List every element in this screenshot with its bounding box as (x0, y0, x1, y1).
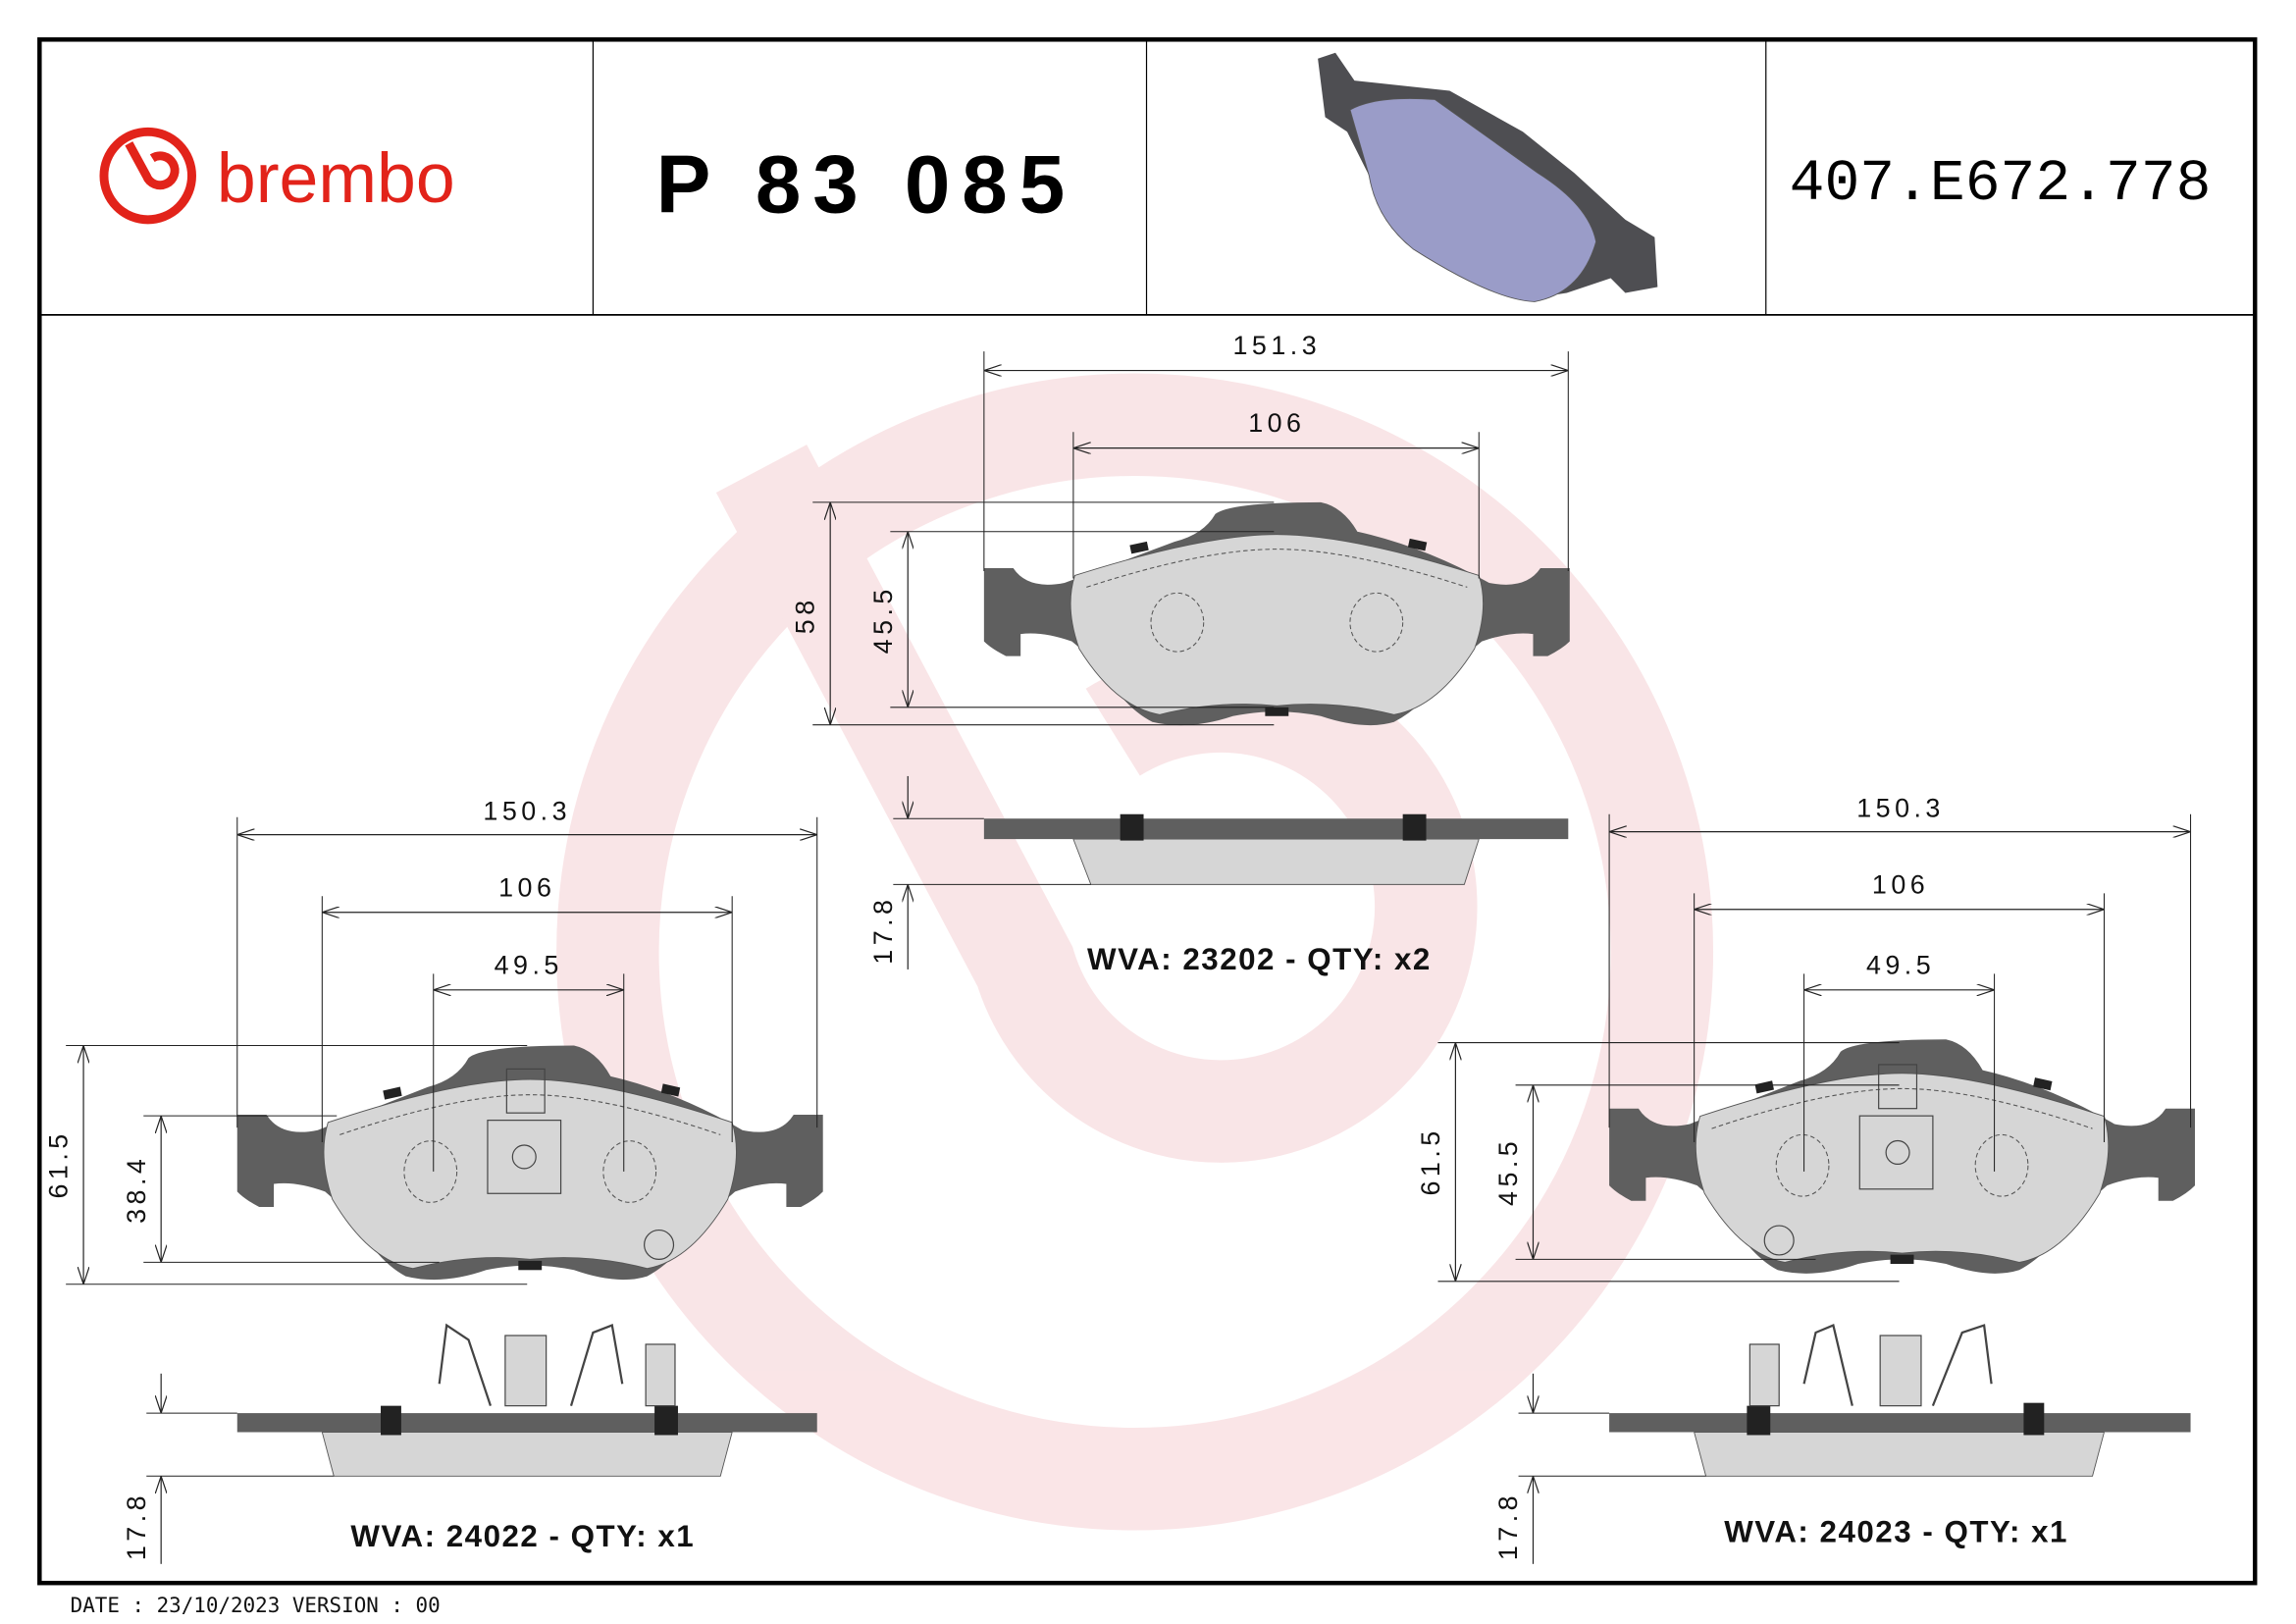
dim-width-center: 49.5 (1866, 950, 1935, 979)
part-number: P 83 085 (656, 137, 1077, 230)
pad-3d-image (1318, 52, 1658, 302)
date-version: DATE : 23/10/2023 VERSION : 00 (71, 1594, 441, 1617)
dim-width-overall: 150.3 (483, 797, 571, 826)
dim-width-inner: 106 (1248, 408, 1305, 438)
dim-thickness: 17.8 (868, 896, 898, 965)
right-pad-dimensions: 150.3 106 49.5 61.5 45.5 17.8 (1416, 794, 2192, 1564)
dim-width-center: 49.5 (495, 950, 563, 979)
right-pad-wva-label: WVA: 24023 - QTY: x1 (1724, 1514, 2068, 1548)
dim-width-overall: 151.3 (1233, 331, 1322, 360)
brand-name: brembo (217, 139, 455, 218)
right-pad-side-view (1609, 1324, 2191, 1477)
dim-width-overall: 150.3 (1856, 794, 1945, 823)
dim-height-overall: 58 (791, 596, 820, 634)
dim-height-inner: 45.5 (1493, 1137, 1523, 1206)
top-pad-wva-label: WVA: 23202 - QTY: x2 (1087, 942, 1432, 976)
dim-thickness: 17.8 (1493, 1492, 1523, 1560)
reference-code: 407.E672.778 (1790, 150, 2212, 217)
left-pad-dimensions: 150.3 106 49.5 61.5 38.4 17.8 (44, 797, 818, 1564)
top-pad-dimensions: 151.3 106 58 45.5 17.8 (791, 331, 1569, 969)
dim-height-inner: 38.4 (122, 1155, 151, 1224)
dim-height-overall: 61.5 (1416, 1126, 1445, 1195)
right-pad-backplate-detail (1763, 1064, 1934, 1256)
dim-height-inner: 45.5 (868, 585, 898, 654)
top-pad-side-view (983, 813, 1569, 885)
brembo-logo: brembo (99, 127, 455, 225)
dim-width-inner: 106 (1872, 869, 1929, 899)
left-pad-backplate-detail (487, 1068, 675, 1261)
left-pad-wva-label: WVA: 24022 - QTY: x1 (350, 1519, 695, 1553)
left-pad-side-view (236, 1323, 817, 1477)
dim-width-inner: 106 (498, 872, 555, 902)
sheet-border (37, 37, 2258, 1586)
dim-height-overall: 61.5 (44, 1129, 74, 1198)
dim-thickness: 17.8 (122, 1492, 151, 1560)
